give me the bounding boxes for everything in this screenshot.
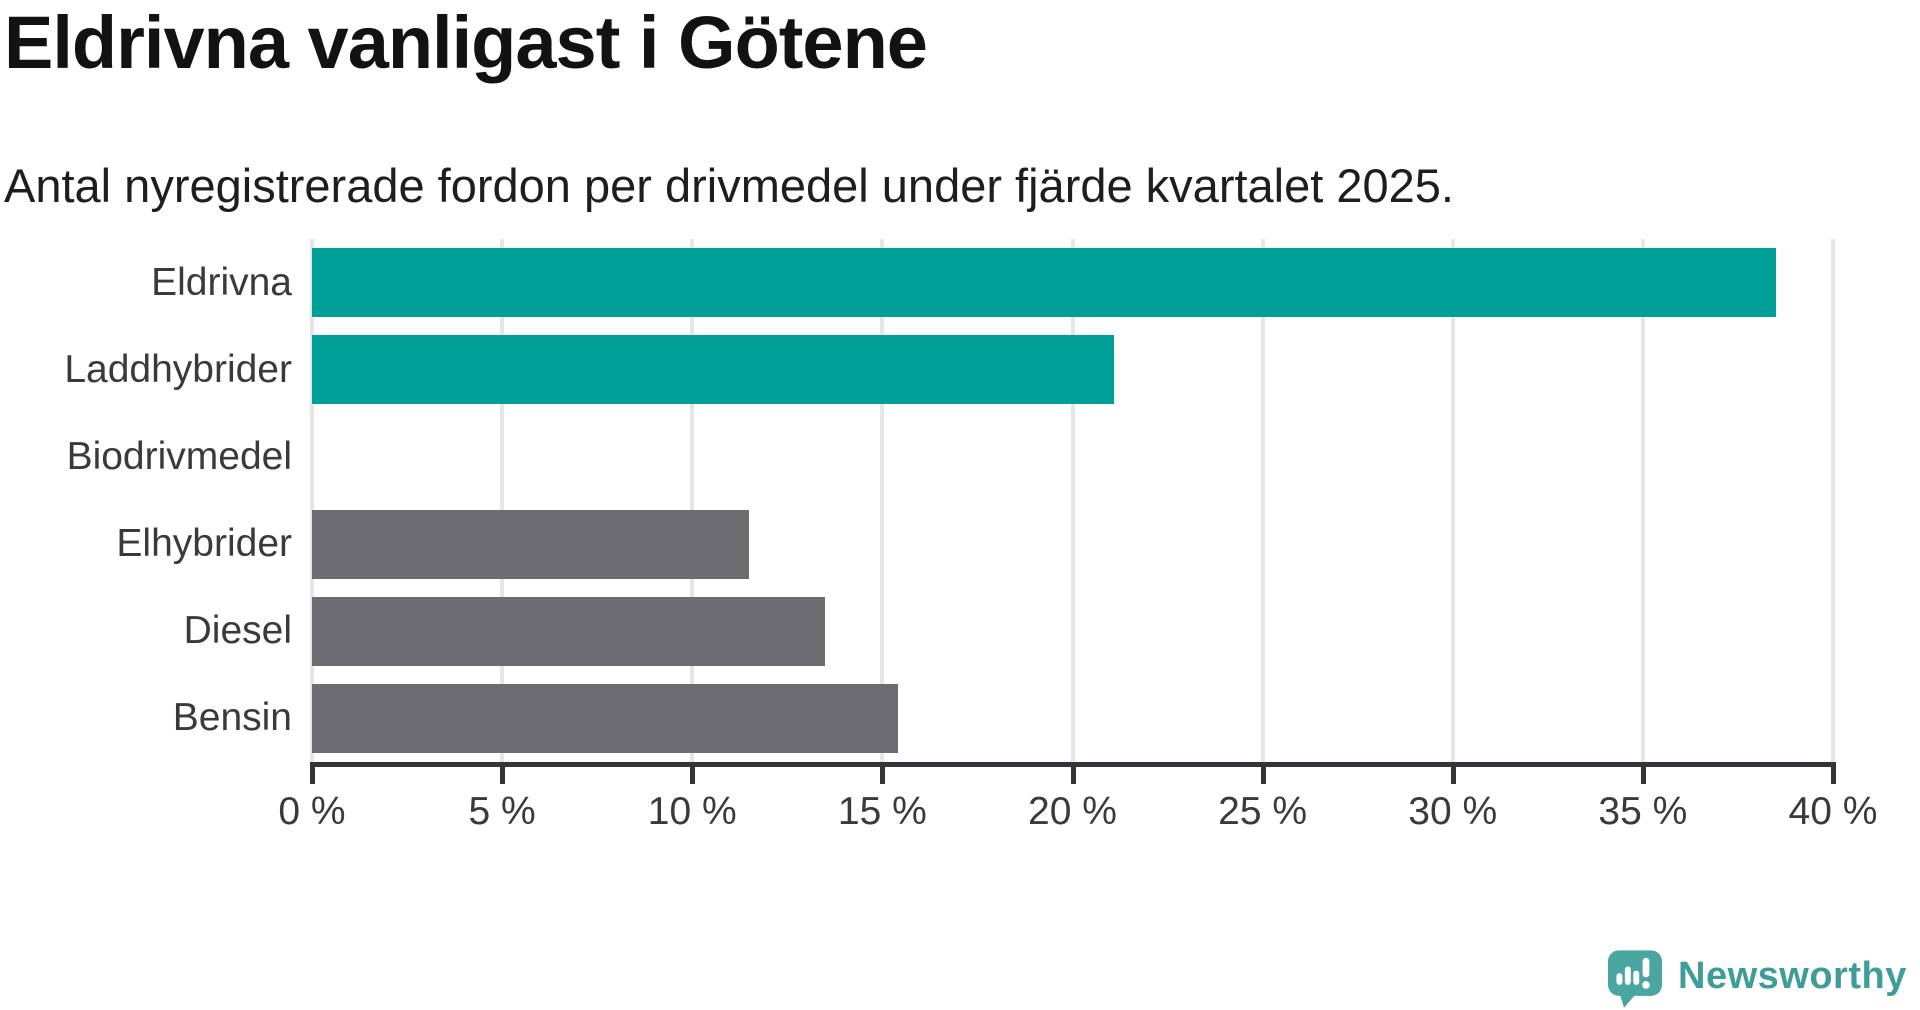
x-tick-15 [880, 767, 886, 784]
gridline-30 [1450, 239, 1455, 763]
category-label-biodrivmedel: Biodrivmedel [66, 434, 292, 478]
x-tick-label-10: 10 % [647, 790, 737, 833]
gridline-0 [310, 239, 314, 763]
bar-laddhybrider [312, 335, 1115, 405]
category-label-eldrivna: Eldrivna [151, 260, 292, 304]
category-label-laddhybrider: Laddhybrider [64, 347, 292, 391]
newsworthy-logo: Newsworthy [1608, 950, 1907, 1008]
bar-bensin [312, 683, 898, 753]
chart-title: Eldrivna vanligast i Götene [4, 1, 928, 84]
gridline-25 [1260, 239, 1265, 763]
x-tick-label-5: 5 % [468, 790, 536, 833]
x-tick-label-20: 20 % [1028, 790, 1117, 833]
category-label-bensin: Bensin [172, 696, 292, 740]
newsworthy-logo-text: Newsworthy [1678, 955, 1907, 997]
x-tick-20 [1070, 767, 1076, 784]
x-tick-label-30: 30 % [1408, 790, 1498, 833]
bar-eldrivna [312, 248, 1776, 318]
x-tick-label-0: 0 % [278, 790, 346, 833]
gridline-40 [1831, 239, 1835, 763]
x-tick-0 [310, 767, 315, 784]
x-tick-40 [1831, 767, 1836, 784]
x-tick-30 [1450, 767, 1456, 784]
chart-subtitle: Antal nyregistrerade fordon per drivmede… [4, 159, 1454, 212]
gridline-5 [500, 239, 505, 763]
newsworthy-logo-icon [1608, 950, 1662, 1008]
category-label-diesel: Diesel [183, 609, 292, 653]
gridline-15 [880, 239, 885, 763]
gridline-10 [690, 239, 695, 763]
bar-diesel [312, 596, 826, 666]
x-tick-10 [690, 767, 696, 784]
x-tick-5 [500, 767, 506, 784]
category-label-elhybrider: Elhybrider [116, 522, 292, 566]
x-tick-label-25: 25 % [1218, 790, 1308, 833]
x-tick-label-15: 15 % [837, 790, 927, 833]
bar-elhybrider [312, 509, 750, 579]
x-tick-label-35: 35 % [1598, 790, 1688, 833]
gridline-35 [1640, 239, 1645, 763]
x-tick-label-40: 40 % [1788, 790, 1878, 833]
x-tick-25 [1260, 767, 1266, 784]
gridline-20 [1070, 239, 1075, 763]
x-axis-line [310, 762, 1836, 767]
x-tick-35 [1640, 767, 1646, 784]
